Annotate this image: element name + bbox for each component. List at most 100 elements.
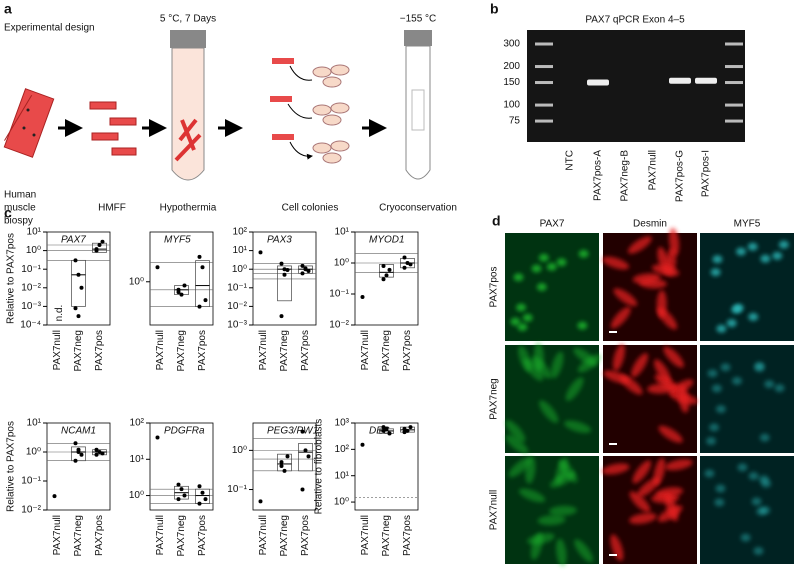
cell (678, 385, 690, 413)
micrograph (603, 343, 698, 453)
cell (629, 512, 657, 524)
fibers-icon (89, 101, 137, 156)
cell (546, 262, 557, 271)
cell (658, 425, 683, 443)
ladder-band (535, 103, 553, 107)
annotation: n.d. (54, 305, 65, 322)
point (402, 265, 407, 270)
point (200, 490, 205, 495)
micrograph-bg (700, 456, 794, 564)
point (279, 261, 284, 266)
cryo-tube-icon (404, 30, 432, 180)
point (408, 425, 413, 430)
y-tick-label: 10⁰ (26, 245, 41, 256)
scale-bar (609, 443, 617, 445)
colonies-icon (270, 58, 350, 164)
x-tick-label: PAX7null (155, 330, 166, 370)
cell (651, 264, 680, 277)
point (306, 454, 311, 459)
x-tick-label: PAX7pos (300, 330, 311, 371)
cell (735, 247, 746, 256)
point (279, 463, 284, 468)
point (73, 306, 78, 311)
cell (759, 433, 770, 442)
micrograph (700, 456, 794, 564)
point (100, 451, 105, 456)
cell (654, 359, 671, 384)
point (100, 239, 105, 244)
point (76, 272, 81, 277)
plot-title: NCAM1 (61, 426, 96, 437)
cell (539, 400, 559, 423)
cell (709, 423, 720, 432)
point (176, 482, 181, 487)
point (258, 250, 263, 255)
ladder-band (535, 42, 553, 46)
cell (756, 507, 767, 516)
cell (610, 534, 624, 561)
y-tick-label: 10⁻³ (227, 320, 247, 331)
point (408, 262, 413, 267)
y-tick-label: 10⁰ (232, 445, 247, 456)
point (279, 314, 284, 319)
point (197, 501, 202, 506)
cell (556, 258, 567, 267)
step-label: Cell colonies (282, 203, 339, 214)
plot-title: PDGFRa (164, 426, 205, 437)
point (384, 273, 389, 278)
cell (737, 463, 748, 472)
cell (747, 242, 758, 251)
ladder-band (535, 81, 553, 85)
plot-frame (149, 231, 214, 326)
cell (533, 342, 545, 371)
cell (522, 313, 533, 322)
box (298, 443, 313, 472)
point (203, 298, 208, 303)
cell (732, 376, 743, 385)
point (73, 258, 78, 263)
point (360, 295, 365, 300)
cell (668, 227, 680, 256)
step-label: Hypothermia (160, 203, 217, 214)
cell (612, 343, 626, 371)
point (97, 450, 102, 454)
point (258, 499, 263, 504)
point (79, 452, 84, 457)
cell (538, 253, 549, 262)
scale-bar (609, 331, 617, 333)
row-label: PAX7null (489, 490, 500, 530)
cell (720, 363, 731, 372)
gel-title: PAX7 qPCR Exon 4–5 (585, 15, 685, 26)
cell (564, 420, 592, 433)
step-label: biospy (4, 216, 33, 227)
cell (751, 497, 762, 506)
y-tick-label: 10² (335, 444, 350, 455)
lane-label: PAX7pos-G (675, 150, 686, 202)
ladder-band (725, 42, 743, 46)
cell (530, 532, 543, 560)
box (277, 265, 292, 302)
tube-icon (170, 30, 206, 181)
cell (505, 419, 526, 442)
point (94, 452, 99, 457)
point (405, 261, 410, 265)
x-tick-label: PAX7neg (73, 330, 84, 372)
cell (774, 384, 785, 393)
point (381, 277, 386, 282)
cell (712, 255, 723, 264)
cell (523, 358, 544, 381)
x-tick-label: PAX7neg (279, 515, 290, 557)
cell (711, 384, 722, 393)
y-tick-label: 10⁰ (129, 276, 144, 287)
y-tick-label: 10⁻³ (21, 301, 41, 312)
cell (578, 249, 589, 258)
x-tick-label: PAX7pos (94, 330, 105, 371)
micrograph (700, 233, 794, 341)
ladder-band (725, 81, 743, 85)
cell (510, 317, 521, 326)
gel-band (695, 77, 717, 84)
cell (508, 457, 531, 478)
ladder-label: 300 (503, 39, 520, 50)
cell (517, 323, 528, 332)
plot-frame (252, 422, 317, 511)
